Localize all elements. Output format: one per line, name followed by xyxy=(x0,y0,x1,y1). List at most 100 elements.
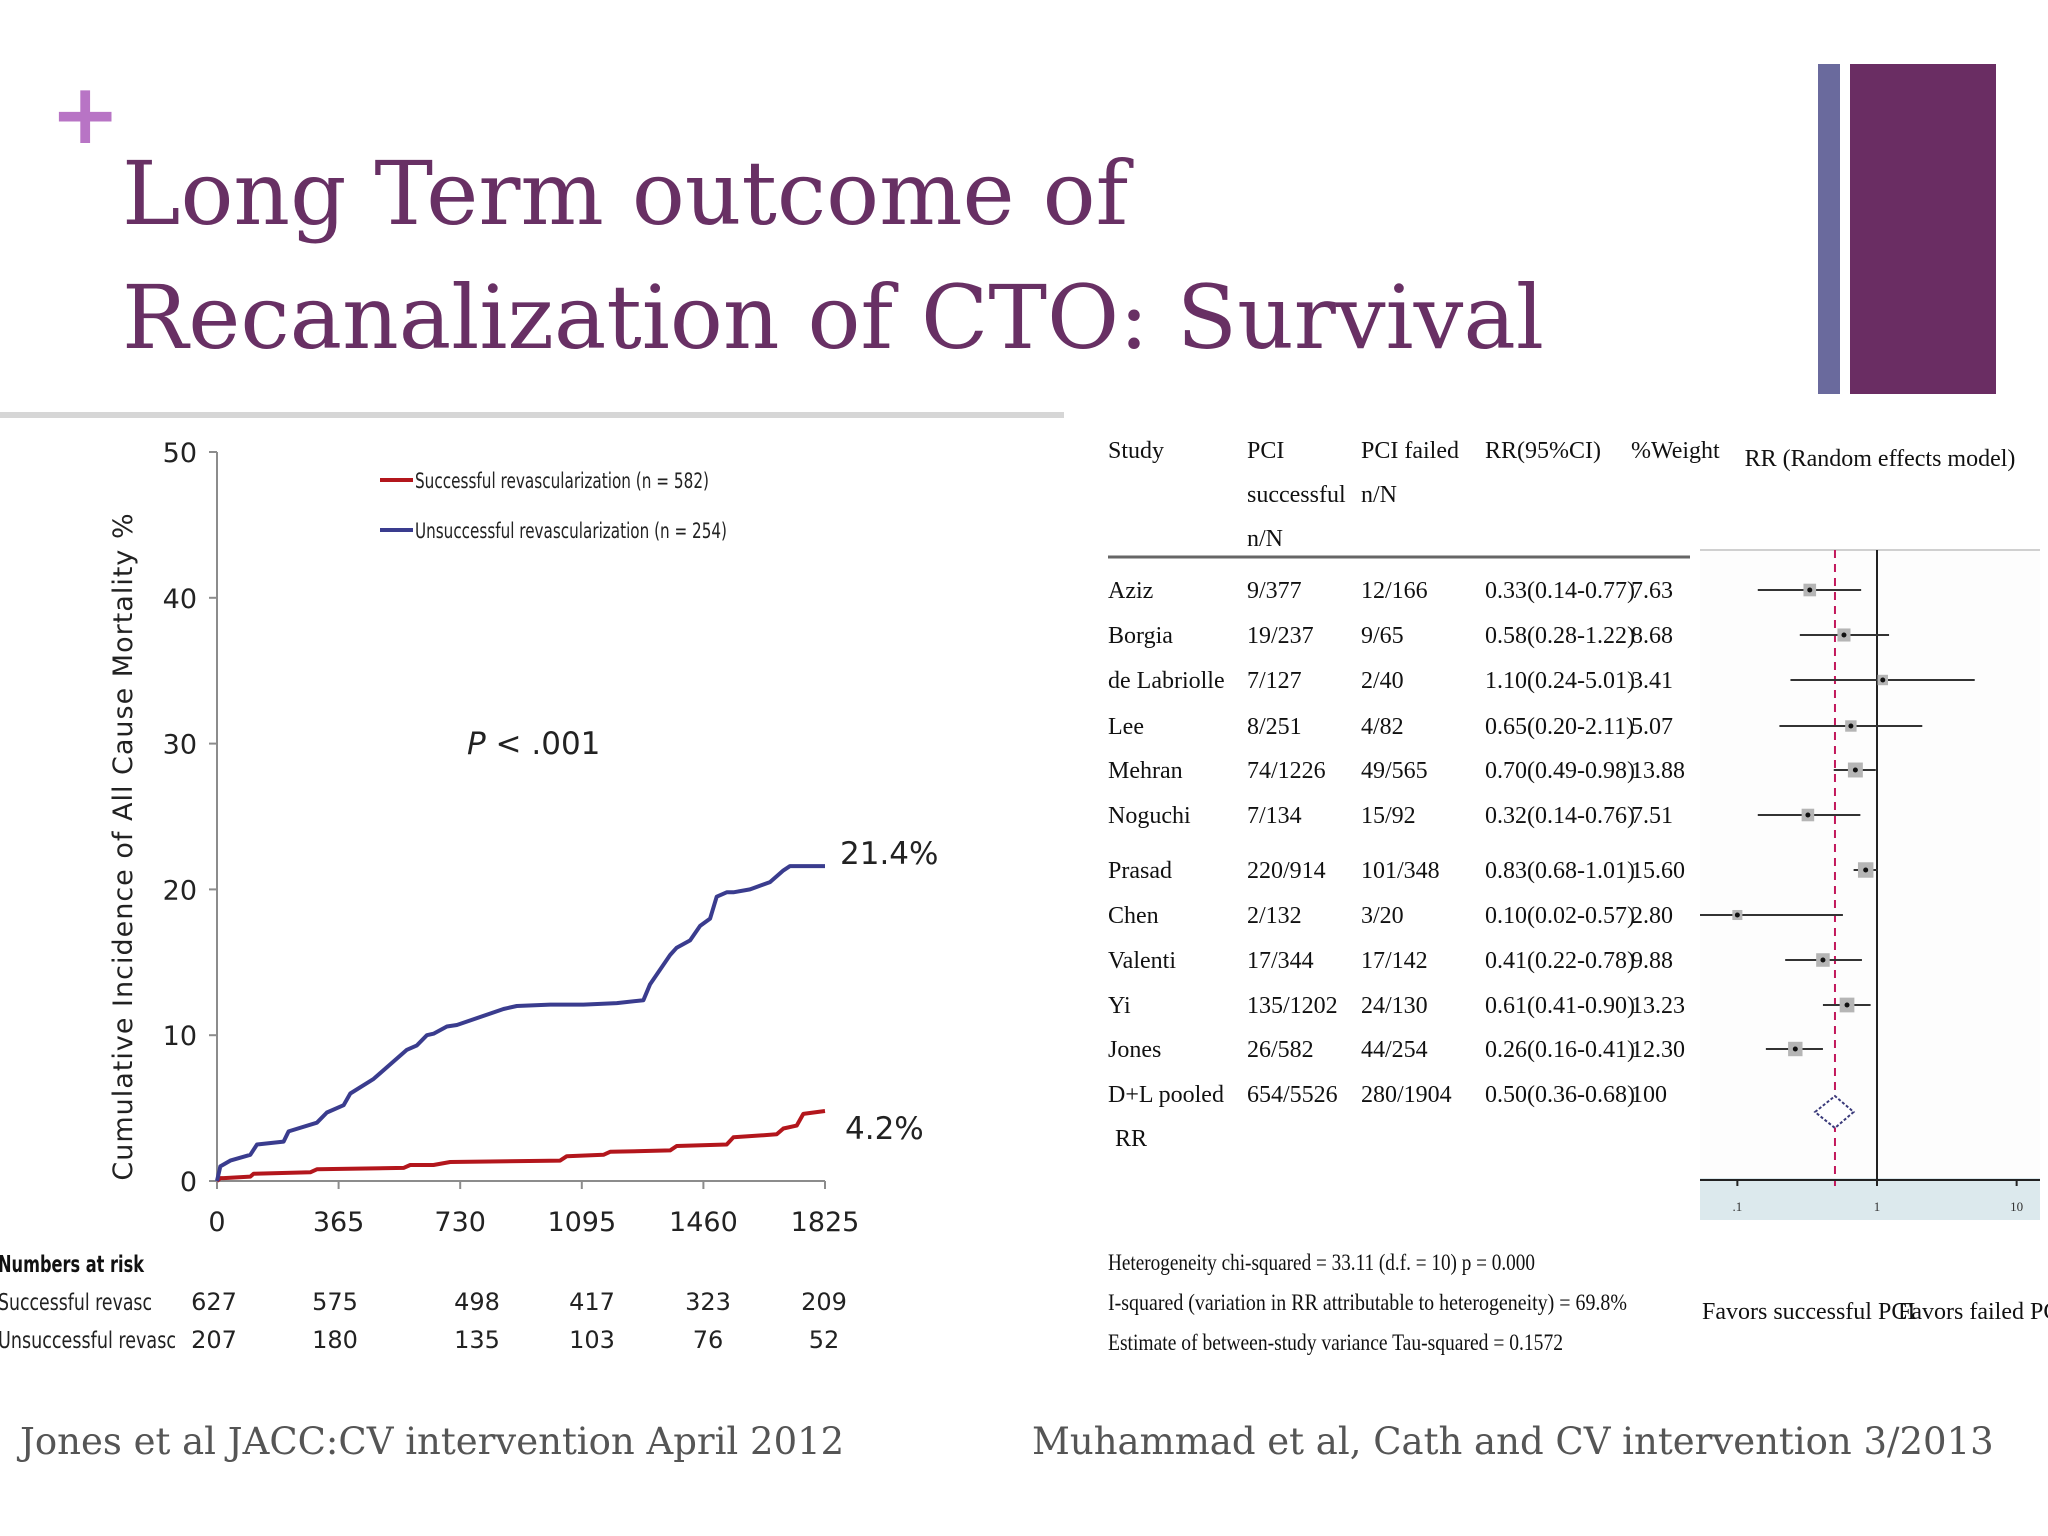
weight-value: 7.63 xyxy=(1631,578,1673,604)
study-name: Prasad xyxy=(1108,858,1172,884)
pooled-pci-successful: 654/5526 xyxy=(1247,1082,1338,1108)
rr-ci-value: 1.10(0.24-5.01) xyxy=(1485,668,1635,694)
y-tick-label: 20 xyxy=(163,875,197,906)
risk-row-label: Successful revasc xyxy=(0,1290,152,1316)
series-line-successful xyxy=(215,1109,826,1183)
risk-count: 207 xyxy=(191,1326,237,1354)
forest-plot: Study PCI successful n/N PCI failed n/N RR(95%… xyxy=(1108,438,2048,1355)
risk-count: 135 xyxy=(454,1326,500,1354)
forest-x-tick-label: 10 xyxy=(2010,1199,2023,1214)
x-axis-band xyxy=(1700,1178,2040,1220)
point-estimate xyxy=(1863,867,1869,873)
point-estimate xyxy=(1792,1046,1798,1052)
pci-failed-value: 3/20 xyxy=(1361,903,1404,929)
study-name: Valenti xyxy=(1108,948,1176,974)
x-tick-label: 1460 xyxy=(669,1207,738,1238)
rr-ci-value: 0.41(0.22-0.78) xyxy=(1485,948,1635,974)
end-label-successful: 4.2% xyxy=(845,1111,924,1147)
pci-failed-value: 24/130 xyxy=(1361,993,1428,1019)
end-label-unsuccessful: 21.4% xyxy=(840,836,938,872)
rr-ci-value: 0.65(0.20-2.11) xyxy=(1485,714,1634,740)
weight-value: 3.41 xyxy=(1631,668,1673,694)
heterogeneity-stat: Heterogeneity chi-squared = 33.11 (d.f. … xyxy=(1108,1250,1535,1275)
pci-failed-value: 12/166 xyxy=(1361,578,1428,604)
slide-title: Long Term outcome of Recanalization of C… xyxy=(122,132,1544,380)
weight-value: 2.80 xyxy=(1631,903,1673,929)
title-line-2: Recanalization of CTO: Survival xyxy=(122,266,1545,369)
pci-successful-value: 9/377 xyxy=(1247,578,1302,604)
risk-count: 575 xyxy=(312,1288,358,1316)
accent-bar-thin xyxy=(1818,64,1840,394)
study-name: Chen xyxy=(1108,903,1159,929)
study-name: Noguchi xyxy=(1108,803,1191,829)
risk-count: 627 xyxy=(191,1288,237,1316)
study-name: Lee xyxy=(1108,714,1144,740)
x-tick-label: 365 xyxy=(313,1207,365,1238)
rr-ci-value: 0.33(0.14-0.77) xyxy=(1485,578,1635,604)
risk-count: 52 xyxy=(809,1326,840,1354)
point-estimate xyxy=(1807,587,1813,593)
point-estimate xyxy=(1844,1002,1850,1008)
rr-ci-value: 0.61(0.41-0.90) xyxy=(1485,993,1635,1019)
study-name: Mehran xyxy=(1108,758,1183,784)
x-tick-label: 730 xyxy=(434,1207,486,1238)
pci-successful-value: 2/132 xyxy=(1247,903,1302,929)
column-header: successful xyxy=(1247,482,1346,508)
chart-top-border xyxy=(0,412,1064,418)
point-estimate xyxy=(1734,912,1740,918)
series-line-unsuccessful xyxy=(215,864,825,1182)
pci-failed-value: 17/142 xyxy=(1361,948,1428,974)
favors-successful-label: Favors successful PCI xyxy=(1702,1299,1915,1325)
study-name: Yi xyxy=(1108,993,1131,1019)
rr-ci-value: 0.70(0.49-0.98) xyxy=(1485,758,1635,784)
risk-count: 76 xyxy=(693,1326,724,1354)
heterogeneity-stat: I-squared (variation in RR attributable … xyxy=(1108,1290,1627,1315)
study-name: Jones xyxy=(1108,1037,1161,1063)
weight-value: 12.30 xyxy=(1631,1037,1685,1063)
pooled-pci-failed: 280/1904 xyxy=(1361,1082,1452,1108)
column-header: n/N xyxy=(1247,526,1283,552)
x-tick-label: 1825 xyxy=(791,1207,860,1238)
pci-failed-value: 15/92 xyxy=(1361,803,1416,829)
forest-title: RR (Random effects model) xyxy=(1745,446,2016,472)
weight-value: 13.88 xyxy=(1631,758,1685,784)
rr-ci-value: 0.83(0.68-1.01) xyxy=(1485,858,1635,884)
pooled-study-name: D+L pooled xyxy=(1108,1082,1224,1108)
x-tick-label: 0 xyxy=(208,1207,225,1238)
pci-successful-value: 17/344 xyxy=(1247,948,1314,974)
y-tick-label: 50 xyxy=(163,438,197,469)
pci-successful-value: 220/914 xyxy=(1247,858,1326,884)
column-header: PCI failed xyxy=(1361,438,1459,464)
pci-failed-value: 2/40 xyxy=(1361,668,1404,694)
risk-count: 323 xyxy=(685,1288,731,1316)
pooled-study-name-2: RR xyxy=(1115,1126,1147,1152)
point-estimate xyxy=(1841,632,1847,638)
point-estimate xyxy=(1852,767,1858,773)
p-value-text: < .001 xyxy=(486,726,601,762)
y-axis-title: Cumulative Incidence of All Cause Mortal… xyxy=(108,512,139,1180)
y-tick-label: 30 xyxy=(163,730,197,761)
y-tick-label: 0 xyxy=(180,1167,197,1198)
point-estimate xyxy=(1880,677,1886,683)
column-header: %Weight xyxy=(1631,438,1720,464)
pci-failed-value: 49/565 xyxy=(1361,758,1428,784)
pci-failed-value: 9/65 xyxy=(1361,623,1404,649)
column-header: Study xyxy=(1108,438,1164,464)
study-name: de Labriolle xyxy=(1108,668,1225,694)
weight-value: 7.51 xyxy=(1631,803,1673,829)
title-line-1: Long Term outcome of xyxy=(122,142,1129,245)
weight-value: 13.23 xyxy=(1631,993,1685,1019)
pci-successful-value: 19/237 xyxy=(1247,623,1314,649)
rr-ci-value: 0.58(0.28-1.22) xyxy=(1485,623,1635,649)
study-name: Aziz xyxy=(1108,578,1153,604)
point-estimate xyxy=(1848,723,1854,729)
p-value-annotation: P < .001 xyxy=(467,726,600,762)
y-tick-label: 40 xyxy=(163,584,197,615)
plus-icon: + xyxy=(50,65,121,163)
heterogeneity-stat: Estimate of between-study variance Tau-s… xyxy=(1108,1330,1563,1355)
forest-x-tick-label: 1 xyxy=(1874,1199,1881,1214)
pci-successful-value: 135/1202 xyxy=(1247,993,1338,1019)
pci-successful-value: 7/127 xyxy=(1247,668,1302,694)
risk-count: 417 xyxy=(569,1288,615,1316)
reference-left: Jones et al JACC:CV intervention April 2… xyxy=(20,1420,845,1463)
